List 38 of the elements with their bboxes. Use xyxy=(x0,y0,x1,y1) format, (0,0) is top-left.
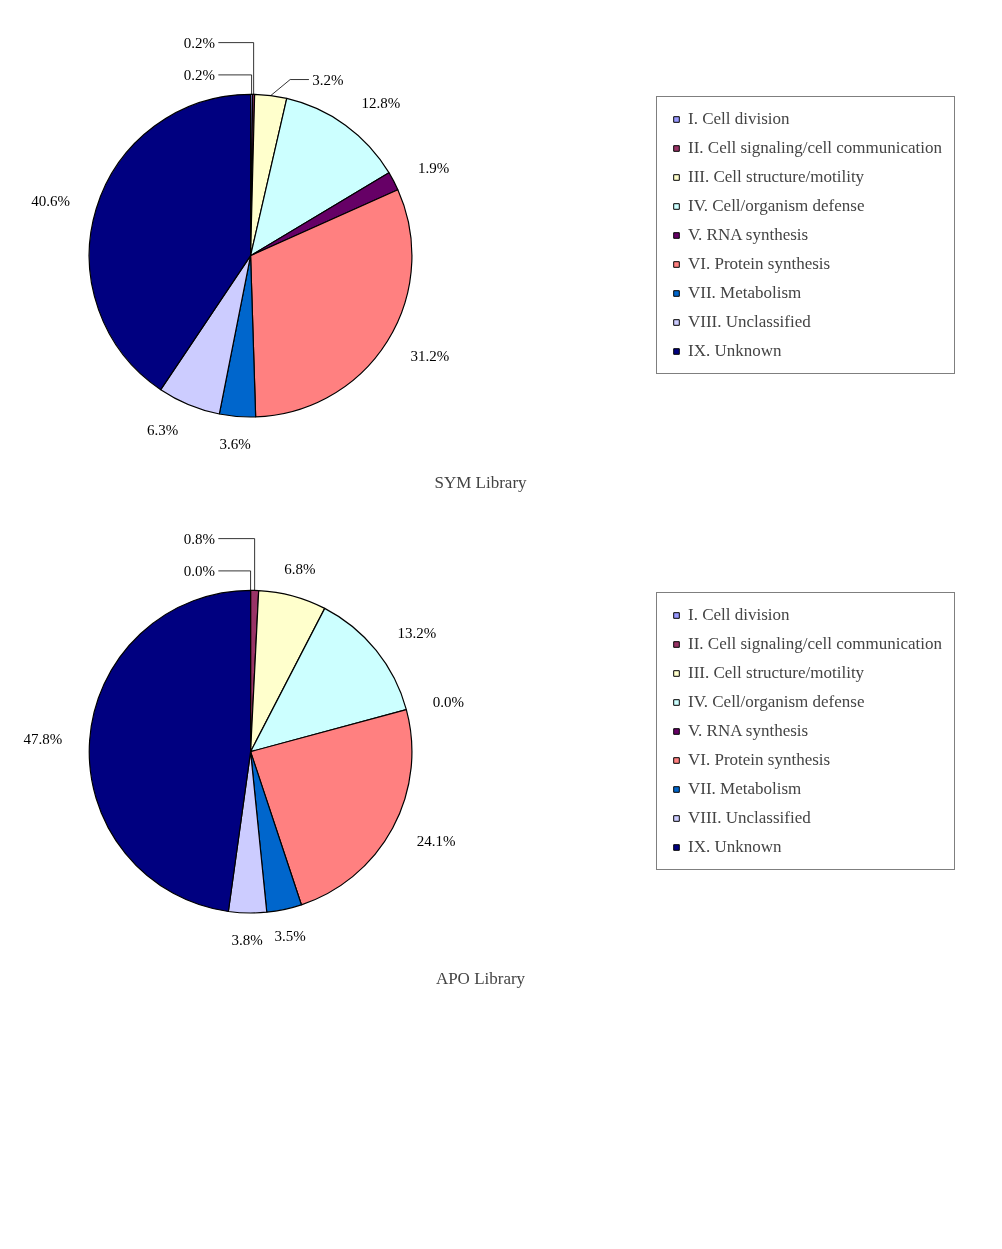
text: 0.0% xyxy=(183,562,216,579)
legend-label: VI. Protein synthesis xyxy=(688,750,831,770)
data-label: 31.2% xyxy=(410,347,450,364)
legend-label: I. Cell division xyxy=(688,109,790,129)
data-label: 3.6% xyxy=(219,435,251,452)
data-label: 1.9% xyxy=(417,160,450,177)
legend-label: II. Cell signaling/cell communication xyxy=(688,634,942,654)
data-label: 13.2% xyxy=(397,625,437,642)
legend-label: II. Cell signaling/cell communication xyxy=(688,138,942,158)
legend-label: VII. Metabolism xyxy=(688,283,802,303)
legend-label: VIII. Unclassified xyxy=(688,808,811,828)
legend-label: IX. Unknown xyxy=(688,837,782,857)
legend-label: III. Cell structure/motility xyxy=(688,167,865,187)
data-label: 6.3% xyxy=(147,422,179,439)
legend-label: V. RNA synthesis xyxy=(688,225,809,245)
data-label: 3.2% xyxy=(312,71,344,88)
text: SYM Library xyxy=(434,472,528,492)
data-label: 0.2% xyxy=(183,66,216,83)
legend-label: VII. Metabolism xyxy=(688,779,802,799)
legend-label: III. Cell structure/motility xyxy=(688,663,865,683)
legend-label: IV. Cell/organism defense xyxy=(688,692,865,712)
legend-label: VI. Protein synthesis xyxy=(688,254,831,274)
legend-label: VIII. Unclassified xyxy=(688,312,811,332)
data-label: 40.6% xyxy=(31,192,70,209)
text: 0.0% xyxy=(432,694,465,711)
data-label: 12.8% xyxy=(361,94,401,111)
legend-label: IX. Unknown xyxy=(688,341,782,361)
data-label: 0.2% xyxy=(183,34,216,51)
data-label: 6.8% xyxy=(284,561,316,578)
data-label: 3.5% xyxy=(274,928,306,945)
legend-label: I. Cell division xyxy=(688,605,790,625)
legend-label: V. RNA synthesis xyxy=(688,721,809,741)
data-label: 24.1% xyxy=(416,833,456,850)
text: APO Library xyxy=(435,968,526,988)
data-label: 47.8% xyxy=(23,730,63,747)
data-label: 0.8% xyxy=(183,530,216,547)
data-label: 3.8% xyxy=(231,932,263,949)
legend-label: IV. Cell/organism defense xyxy=(688,196,865,216)
